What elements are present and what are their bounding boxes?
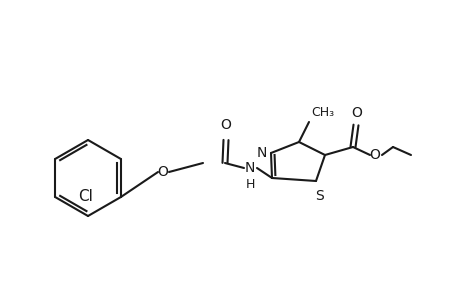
Text: N: N: [256, 146, 267, 160]
Text: N: N: [244, 161, 255, 175]
Text: Cl: Cl: [78, 189, 93, 204]
Text: H: H: [245, 178, 254, 191]
Text: CH₃: CH₃: [310, 106, 333, 119]
Text: S: S: [315, 189, 324, 203]
Text: O: O: [369, 148, 380, 162]
Text: O: O: [157, 165, 168, 179]
Text: O: O: [351, 106, 362, 120]
Text: O: O: [220, 118, 231, 132]
